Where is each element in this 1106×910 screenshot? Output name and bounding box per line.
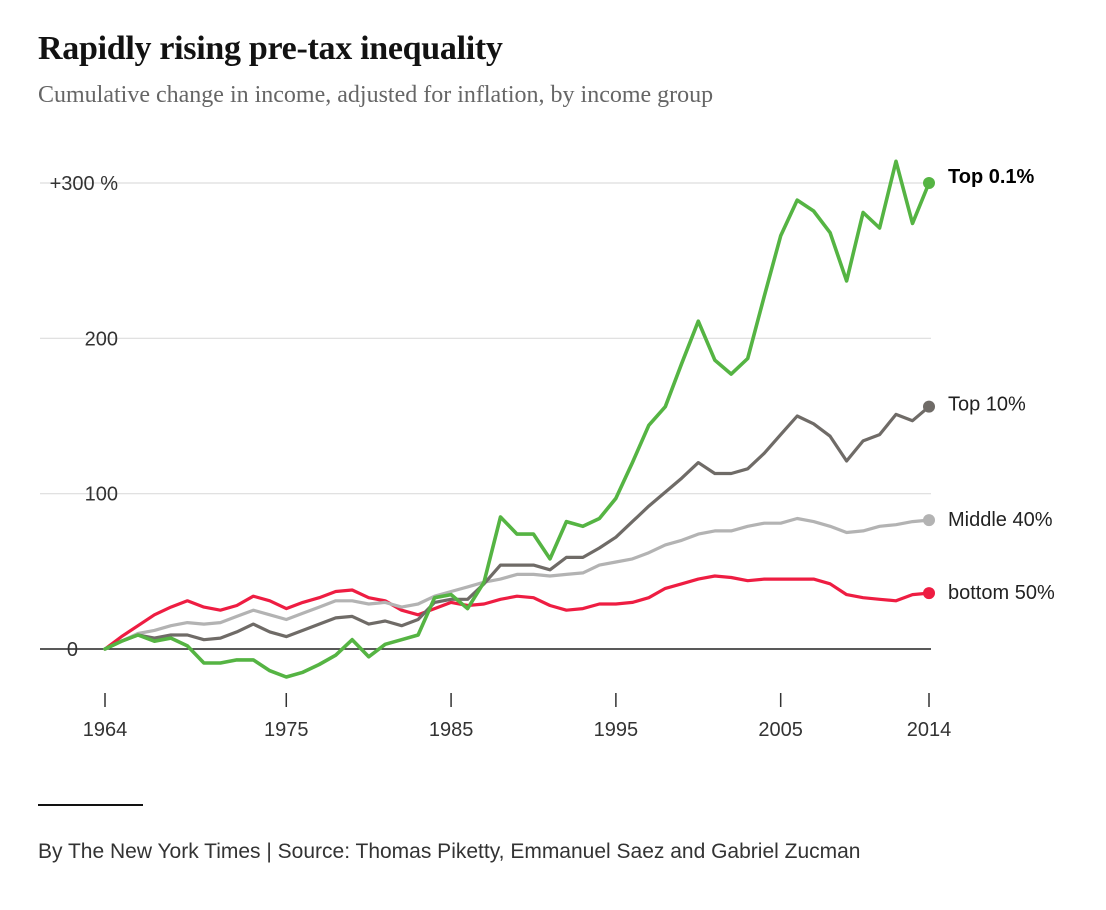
end-marker-middle-40 xyxy=(923,514,935,527)
series-end-markers xyxy=(923,177,935,600)
series-line-top-0-1 xyxy=(103,159,931,679)
y-tick-label: 200 xyxy=(85,328,118,350)
series-lines xyxy=(103,159,931,679)
series-label-middle-40: Middle 40% xyxy=(948,509,1053,531)
end-marker-bottom-50 xyxy=(923,587,935,600)
series-line-middle-40 xyxy=(103,516,931,651)
series-line-top-10 xyxy=(103,405,931,651)
series-line-bottom-50 xyxy=(103,574,931,651)
y-tick-label: +300 % xyxy=(50,173,119,195)
series-label-top-10: Top 10% xyxy=(948,394,1026,416)
x-axis: 1964 1975 1985 1995 2005 2014 xyxy=(83,693,952,741)
end-marker-top-10 xyxy=(923,400,935,413)
source-credit: By The New York Times | Source: Thomas P… xyxy=(38,840,861,863)
y-tick-label: 0 xyxy=(67,639,78,661)
y-axis-labels: 0 100 200 +300 % xyxy=(50,173,119,661)
footer-rule xyxy=(38,804,143,806)
series-labels: Top 0.1% Top 10% Middle 40% bottom 50% xyxy=(948,166,1055,604)
chart-title: Rapidly rising pre-tax inequality xyxy=(38,30,503,67)
series-label-bottom-50: bottom 50% xyxy=(948,582,1055,604)
series-label-top-0-1: Top 0.1% xyxy=(948,166,1035,188)
x-tick-label: 1964 xyxy=(83,719,128,741)
x-tick-label: 2014 xyxy=(907,719,952,741)
x-tick-label: 1995 xyxy=(594,719,639,741)
x-tick-label: 2005 xyxy=(758,719,803,741)
end-marker-top-0-1 xyxy=(923,177,935,189)
y-tick-label: 100 xyxy=(85,484,118,506)
line-chart: 0 100 200 +300 % 1964 1975 1985 1995 2005 2014 T… xyxy=(40,159,1055,741)
chart-subtitle: Cumulative change in income, adjusted fo… xyxy=(38,82,714,108)
x-tick-label: 1975 xyxy=(264,719,309,741)
x-tick-label: 1985 xyxy=(429,719,474,741)
